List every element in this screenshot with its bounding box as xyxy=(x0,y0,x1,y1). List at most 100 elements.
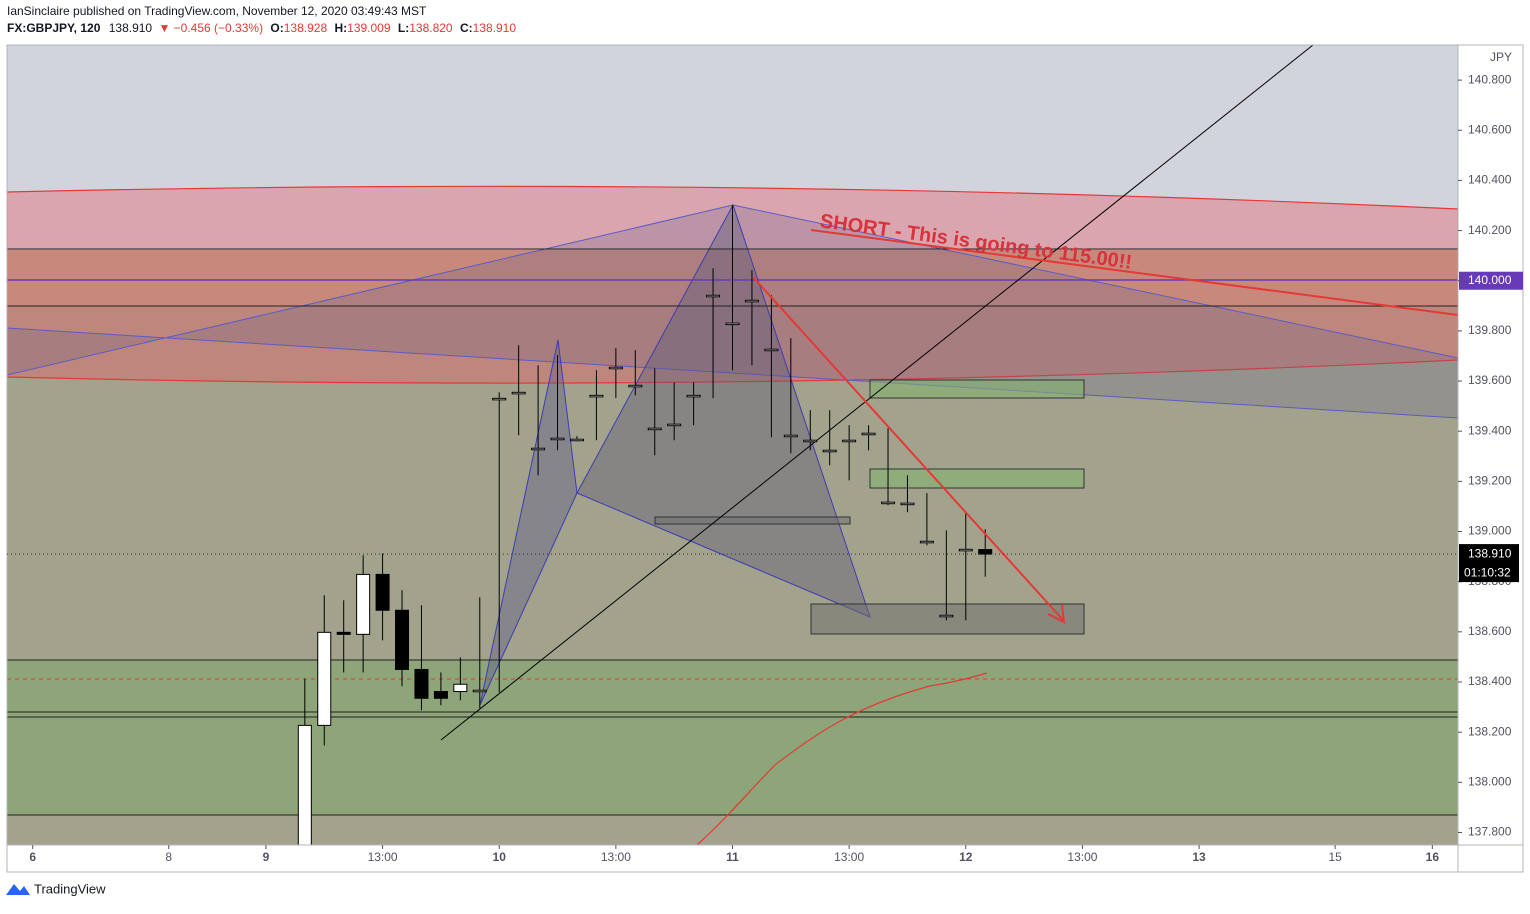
y-tick-label: 139.400 xyxy=(1468,423,1512,437)
c-label: C: xyxy=(460,21,473,35)
candle-body xyxy=(395,609,410,670)
price-marker-label: 140.000 xyxy=(1468,273,1512,287)
candle-body xyxy=(336,631,351,635)
candle-body xyxy=(297,724,312,845)
brand: TradingView xyxy=(34,881,106,896)
ticker-line: FX:GBPJPY, 120 138.910 ▼ −0.456 (−0.33%)… xyxy=(7,21,516,35)
x-tick-label: 13:00 xyxy=(601,850,631,864)
y-tick-label: 140.800 xyxy=(1468,72,1512,86)
candle-body xyxy=(900,502,915,506)
h: 139.009 xyxy=(347,21,391,35)
l: 138.820 xyxy=(409,21,453,35)
zone xyxy=(7,660,1458,815)
candle-body xyxy=(686,394,701,398)
x-tick-label: 13:00 xyxy=(834,850,864,864)
candle-body xyxy=(783,434,798,438)
symbol: FX:GBPJPY, 120 xyxy=(7,21,101,35)
candle-body xyxy=(919,540,934,544)
zone-box xyxy=(654,516,851,525)
y-tick-label: 139.600 xyxy=(1468,373,1512,387)
pattern xyxy=(479,339,578,706)
y-tick-label: 140.200 xyxy=(1468,223,1512,237)
candle-body xyxy=(375,573,390,611)
candle-body xyxy=(453,683,468,693)
y-tick-label: 139.200 xyxy=(1468,474,1512,488)
y-tick-label: 138.400 xyxy=(1468,674,1512,688)
trendline xyxy=(440,45,1314,741)
logo xyxy=(6,884,30,895)
candle-body xyxy=(589,394,604,398)
arrow xyxy=(752,276,1064,621)
arrow-head xyxy=(1047,604,1066,624)
y-tick-label: 137.800 xyxy=(1468,825,1512,839)
moving-average xyxy=(696,672,988,845)
candle-body xyxy=(764,348,779,352)
h-label: H: xyxy=(334,21,347,35)
red-line xyxy=(810,229,1458,316)
y-tick-label: 138.600 xyxy=(1468,624,1512,638)
candle-body xyxy=(356,573,371,635)
candle-body xyxy=(958,548,973,552)
publisher: IanSinclaire published on TradingView.co… xyxy=(7,4,427,18)
x-tick-label: 10 xyxy=(493,850,507,864)
x-tick-label: 13:00 xyxy=(368,850,398,864)
candle-body xyxy=(433,691,448,699)
x-tick-label: 13 xyxy=(1192,850,1206,864)
candle-body xyxy=(822,449,837,453)
y-tick-label: 140.600 xyxy=(1468,122,1512,136)
price: 138.910 xyxy=(109,21,153,35)
x-tick-label: 15 xyxy=(1328,850,1342,864)
candle-body xyxy=(550,437,565,441)
x-tick-label: 8 xyxy=(165,850,172,864)
x-tick-label: 13:00 xyxy=(1067,850,1097,864)
candle-body xyxy=(511,391,526,395)
y-tick-label: 138.200 xyxy=(1468,724,1512,738)
last-price-label: 138.910 xyxy=(1468,546,1512,560)
candle-body xyxy=(628,384,643,388)
c: 138.910 xyxy=(473,21,517,35)
candle-body xyxy=(939,614,954,618)
candle-body xyxy=(803,439,818,443)
candle-body xyxy=(861,432,876,436)
x-tick-label: 9 xyxy=(263,850,270,864)
candle-body xyxy=(667,423,682,427)
candle-body xyxy=(881,501,896,505)
candle-body xyxy=(472,689,487,693)
zone-box xyxy=(869,468,1085,489)
change: ▼ −0.456 (−0.33%) xyxy=(158,21,263,35)
candle-body xyxy=(706,294,721,298)
candle-body xyxy=(842,439,857,443)
zone xyxy=(7,815,1458,845)
backdrop xyxy=(7,45,1458,845)
candle-body xyxy=(492,397,507,401)
zone-box xyxy=(869,379,1085,399)
l-label: L: xyxy=(398,21,409,35)
currency: JPY xyxy=(1490,50,1512,64)
o: 138.928 xyxy=(284,21,328,35)
candle-body xyxy=(414,668,429,699)
price-marker-bg xyxy=(1459,271,1523,290)
y-tick-label: 140.400 xyxy=(1468,173,1512,187)
x-tick-label: 11 xyxy=(726,850,739,864)
y-tick-label: 139.800 xyxy=(1468,323,1512,337)
candle-body xyxy=(317,631,332,726)
zone-box xyxy=(810,603,1085,635)
candle-body xyxy=(978,549,993,555)
frame xyxy=(6,44,1524,873)
candle-body xyxy=(531,447,546,451)
candle-body xyxy=(744,299,759,303)
x-tick-label: 16 xyxy=(1426,850,1440,864)
candle-body xyxy=(647,427,662,431)
candle-body xyxy=(608,366,623,370)
pattern xyxy=(576,203,871,618)
countdown: 01:10:32 xyxy=(1464,565,1511,579)
last-price-bg xyxy=(1459,544,1519,583)
candle-body xyxy=(569,438,584,442)
x-tick-label: 12 xyxy=(959,850,973,864)
y-tick-label: 139.000 xyxy=(1468,524,1512,538)
y-tick-label: 138.000 xyxy=(1468,774,1512,788)
candle-body xyxy=(725,322,740,326)
o-label: O: xyxy=(270,21,283,35)
x-tick-label: 6 xyxy=(29,850,36,864)
